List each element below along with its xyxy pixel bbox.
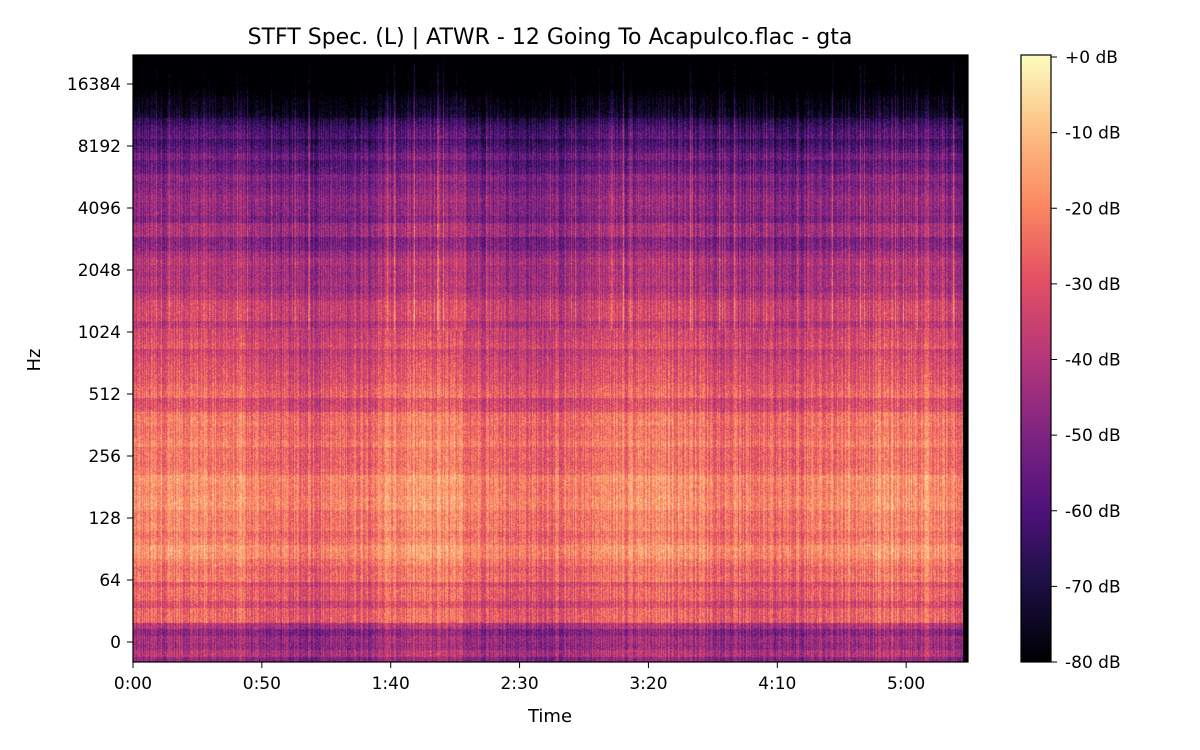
x-tick-label: 2:30 bbox=[500, 674, 538, 694]
colorbar bbox=[1021, 55, 1051, 662]
y-tick-label: 16384 bbox=[67, 75, 121, 95]
y-tick-label: 0 bbox=[110, 633, 121, 653]
colorbar-tick-label: -70 dB bbox=[1065, 577, 1121, 597]
y-tick-label: 512 bbox=[89, 385, 121, 405]
x-tick-label: 4:10 bbox=[758, 674, 796, 694]
x-tick-label: 1:40 bbox=[372, 674, 410, 694]
colorbar-tick-label: -80 dB bbox=[1065, 653, 1121, 673]
colorbar-frame bbox=[1020, 54, 1052, 663]
x-tick-label: 0:00 bbox=[114, 674, 152, 694]
colorbar-tick-label: -40 dB bbox=[1065, 351, 1121, 371]
y-tick-label: 256 bbox=[89, 447, 121, 467]
x-tick-label: 5:00 bbox=[887, 674, 925, 694]
plot-frame bbox=[132, 54, 969, 663]
colorbar-tick-label: -30 dB bbox=[1065, 275, 1121, 295]
colorbar-tick-label: -20 dB bbox=[1065, 199, 1121, 219]
x-axis-label: Time bbox=[527, 706, 572, 727]
colorbar-tick-label: -60 dB bbox=[1065, 502, 1121, 522]
colorbar-tick-label: -50 dB bbox=[1065, 426, 1121, 446]
y-tick-label: 2048 bbox=[78, 261, 121, 281]
spectrogram-heatmap bbox=[133, 55, 968, 662]
colorbar-tick-label: -10 dB bbox=[1065, 124, 1121, 144]
y-tick-label: 128 bbox=[89, 509, 121, 529]
colorbar-tick-label: +0 dB bbox=[1065, 48, 1118, 68]
y-tick-label: 1024 bbox=[78, 323, 121, 343]
x-tick-label: 0:50 bbox=[243, 674, 281, 694]
y-tick-label: 8192 bbox=[78, 137, 121, 157]
y-tick-label: 64 bbox=[99, 571, 121, 591]
chart-title: STFT Spec. (L) | ATWR - 12 Going To Acap… bbox=[248, 25, 853, 50]
y-tick-label: 4096 bbox=[78, 199, 121, 219]
y-axis-label: Hz bbox=[24, 349, 45, 372]
x-tick-label: 3:20 bbox=[629, 674, 667, 694]
